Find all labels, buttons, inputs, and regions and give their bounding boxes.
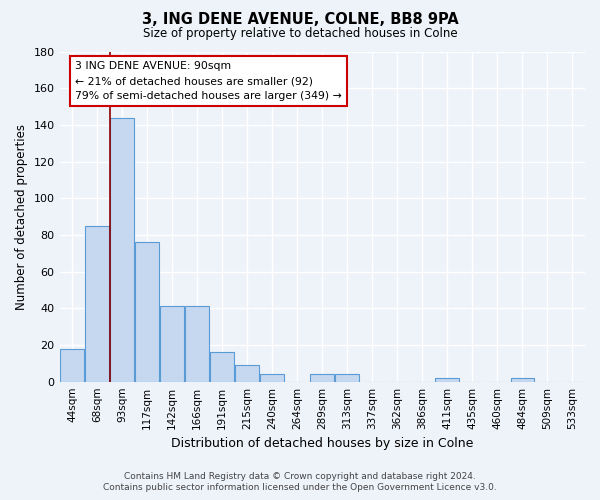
Bar	[60, 348, 84, 382]
Text: 3 ING DENE AVENUE: 90sqm
← 21% of detached houses are smaller (92)
79% of semi-d: 3 ING DENE AVENUE: 90sqm ← 21% of detach…	[76, 62, 342, 101]
Bar	[436, 378, 459, 382]
Bar	[85, 226, 109, 382]
X-axis label: Distribution of detached houses by size in Colne: Distribution of detached houses by size …	[171, 437, 473, 450]
Bar	[235, 365, 259, 382]
Text: 3, ING DENE AVENUE, COLNE, BB8 9PA: 3, ING DENE AVENUE, COLNE, BB8 9PA	[142, 12, 458, 28]
Bar	[511, 378, 535, 382]
Bar	[135, 242, 159, 382]
Bar	[110, 118, 134, 382]
Bar	[310, 374, 334, 382]
Bar	[160, 306, 184, 382]
Y-axis label: Number of detached properties: Number of detached properties	[15, 124, 28, 310]
Bar	[210, 352, 234, 382]
Bar	[185, 306, 209, 382]
Text: Size of property relative to detached houses in Colne: Size of property relative to detached ho…	[143, 28, 457, 40]
Text: Contains HM Land Registry data © Crown copyright and database right 2024.
Contai: Contains HM Land Registry data © Crown c…	[103, 472, 497, 492]
Bar	[260, 374, 284, 382]
Bar	[335, 374, 359, 382]
